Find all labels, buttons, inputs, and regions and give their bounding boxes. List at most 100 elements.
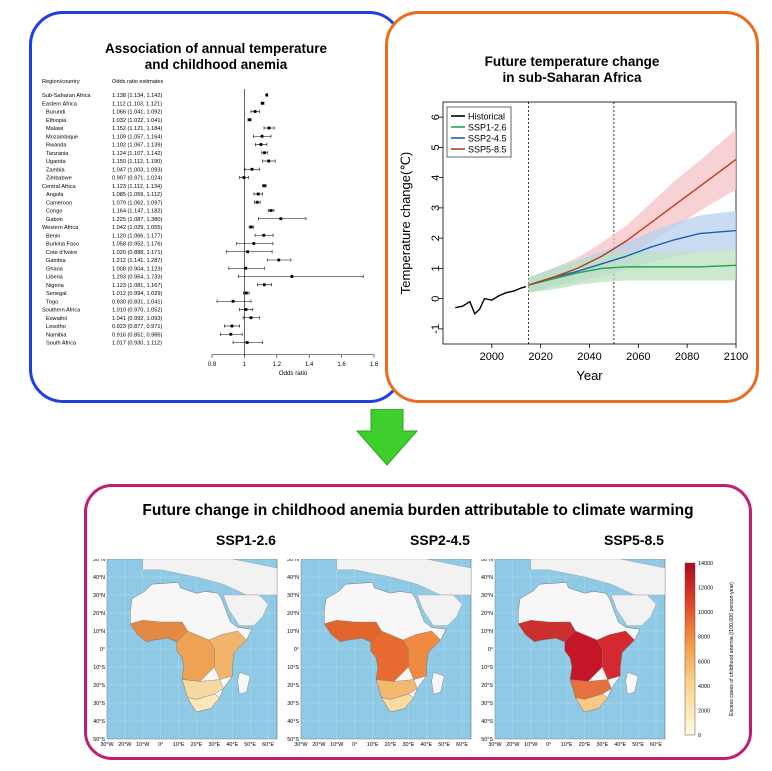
estimate-point-29 — [229, 332, 233, 336]
anemia-burden-maps: 50°N 40°N 30°N 20°N 10°N 0° 10°S 20°S 30°S 40°S 50… — [93, 559, 735, 748]
lat-label-2: 30°N — [93, 593, 105, 599]
row-name-7: Tanzania — [46, 151, 69, 157]
lat-label-1: 40°N — [93, 575, 105, 581]
lon-label-7: 40°E — [226, 742, 238, 748]
row-name-2: Burundi — [46, 110, 65, 116]
lat-label-2: 30°N — [481, 593, 493, 599]
lon-label-8: 50°E — [438, 742, 450, 748]
estimate-point-24 — [244, 291, 248, 295]
lon-label-1: 20°W — [118, 742, 132, 748]
series-line-ssp245 — [528, 229, 737, 286]
column-header-region: Region/country — [42, 79, 80, 85]
row-name-12: Angola — [46, 192, 64, 198]
lat-label-4: 10°N — [481, 629, 493, 635]
lat-label-3: 20°N — [287, 611, 299, 617]
lat-label-8: 30°S — [287, 701, 299, 707]
colorbar-tick-7: 14000 — [698, 561, 713, 567]
lat-label-3: 20°N — [93, 611, 105, 617]
lon-label-2: 10°W — [524, 742, 538, 748]
forest-plot-panel: Association of annual temperature and ch… — [29, 11, 403, 403]
row-estimate-2: 1.066 (1.041, 1.092) — [112, 110, 163, 116]
estimate-point-23 — [262, 283, 266, 287]
estimate-point-1 — [261, 101, 264, 105]
x-tick-label-4: 2080 — [675, 351, 699, 363]
eurasia-land — [530, 559, 666, 596]
lat-label-3: 20°N — [481, 611, 493, 617]
colorbar-tick-1: 2000 — [698, 708, 710, 714]
lon-label-4: 10°E — [173, 742, 185, 748]
row-name-17: Benin — [46, 233, 60, 239]
eurasia-land — [336, 559, 472, 596]
lat-label-6: 10°S — [287, 665, 299, 671]
x-tick-label-0: 0.8 — [208, 362, 217, 368]
legend-label-3: SSP5-8.5 — [468, 145, 507, 155]
x-tick-label-2: 1.2 — [273, 362, 282, 368]
map-3: 50°N 40°N 30°N 20°N 10°N 0° 10°S 20°S 30°S 40°S 50… — [481, 559, 666, 748]
lat-label-6: 10°S — [93, 665, 105, 671]
lon-label-2: 10°W — [330, 742, 344, 748]
estimate-point-17 — [262, 233, 266, 237]
row-name-29: Namibia — [46, 332, 67, 338]
x-tick-label-5: 2100 — [724, 351, 748, 363]
estimate-point-5 — [260, 134, 264, 138]
lon-label-5: 20°E — [579, 742, 591, 748]
colorbar-gradient — [684, 562, 696, 736]
lat-label-8: 30°S — [93, 701, 105, 707]
x-tick-label-4: 1.6 — [337, 362, 346, 368]
lat-label-4: 10°N — [287, 629, 299, 635]
lat-label-0: 50°N — [287, 559, 299, 563]
lat-label-1: 40°N — [287, 575, 299, 581]
madagascar — [431, 672, 445, 695]
colorbar-tick-4: 8000 — [698, 635, 710, 641]
y-tick-label-1: 0 — [430, 296, 442, 302]
uncertainty-band-ssp126 — [528, 250, 736, 293]
x-axis-label: Odds ratio — [279, 370, 308, 377]
estimate-point-19 — [246, 250, 250, 254]
lat-label-7: 20°S — [287, 683, 299, 689]
row-estimate-8: 1.150 (1.112, 1.190) — [112, 159, 162, 165]
row-estimate-19: 1.020 (0.888, 1.171) — [112, 250, 163, 256]
forest-title-line2: and childhood anemia — [144, 57, 288, 72]
row-name-19: Cote d'Ivoire — [46, 250, 77, 256]
x-tick-label-5: 1.8 — [370, 362, 379, 368]
row-name-4: Malawi — [46, 126, 63, 132]
lat-label-9: 40°S — [287, 719, 299, 725]
colorbar-tick-5: 10000 — [698, 610, 713, 616]
row-name-24: Senegal — [46, 291, 67, 297]
lon-label-1: 20°W — [506, 742, 520, 748]
lon-label-6: 30°E — [208, 742, 220, 748]
row-name-21: Ghana — [46, 266, 64, 272]
lat-label-10: 50°S — [93, 737, 105, 743]
row-name-25: Togo — [46, 299, 58, 305]
row-estimate-27: 1.041 (0.992, 1.093) — [112, 316, 163, 322]
x-tick-label-0: 2000 — [480, 351, 504, 363]
colorbar-label: Excess cases of childhood anemia (/100,0… — [729, 582, 735, 716]
row-name-11: Central Africa — [42, 184, 76, 190]
row-estimate-29: 0.916 (0.851, 0.986) — [112, 332, 163, 338]
row-estimate-30: 1.017 (0.930, 1.112) — [112, 341, 162, 347]
colorbar: 0 2000 4000 6000 8000 10000 12000 14000 Excess c… — [684, 561, 735, 739]
lat-label-7: 20°S — [481, 683, 493, 689]
lon-label-0: 30°W — [294, 742, 308, 748]
series-line-ssp126 — [528, 264, 737, 286]
lat-label-9: 40°S — [481, 719, 493, 725]
estimate-point-28 — [230, 324, 234, 328]
row-estimate-15: 1.225 (1.087, 1.380) — [112, 217, 163, 223]
row-estimate-9: 1.047 (1.003, 1.093) — [112, 167, 163, 173]
temperature-plot-panel: Future temperature change in sub-Saharan… — [385, 11, 759, 403]
map-panel: Future change in childhood anemia burden… — [84, 484, 752, 760]
estimate-point-3 — [248, 118, 251, 122]
lat-label-1: 40°N — [481, 575, 493, 581]
row-estimate-16: 1.042 (1.029, 1.055) — [112, 225, 163, 231]
lat-label-10: 50°S — [287, 737, 299, 743]
lat-label-5: 0° — [488, 647, 493, 653]
arabia-land — [611, 594, 657, 626]
estimate-point-26 — [244, 308, 248, 311]
lat-label-9: 40°S — [93, 719, 105, 725]
legend-label-0: Historical — [468, 112, 505, 122]
x-axis-label: Year — [576, 368, 603, 383]
down-arrow-icon — [355, 409, 419, 466]
estimate-point-12 — [256, 192, 260, 196]
row-name-1: Eastern Africa — [42, 101, 78, 107]
